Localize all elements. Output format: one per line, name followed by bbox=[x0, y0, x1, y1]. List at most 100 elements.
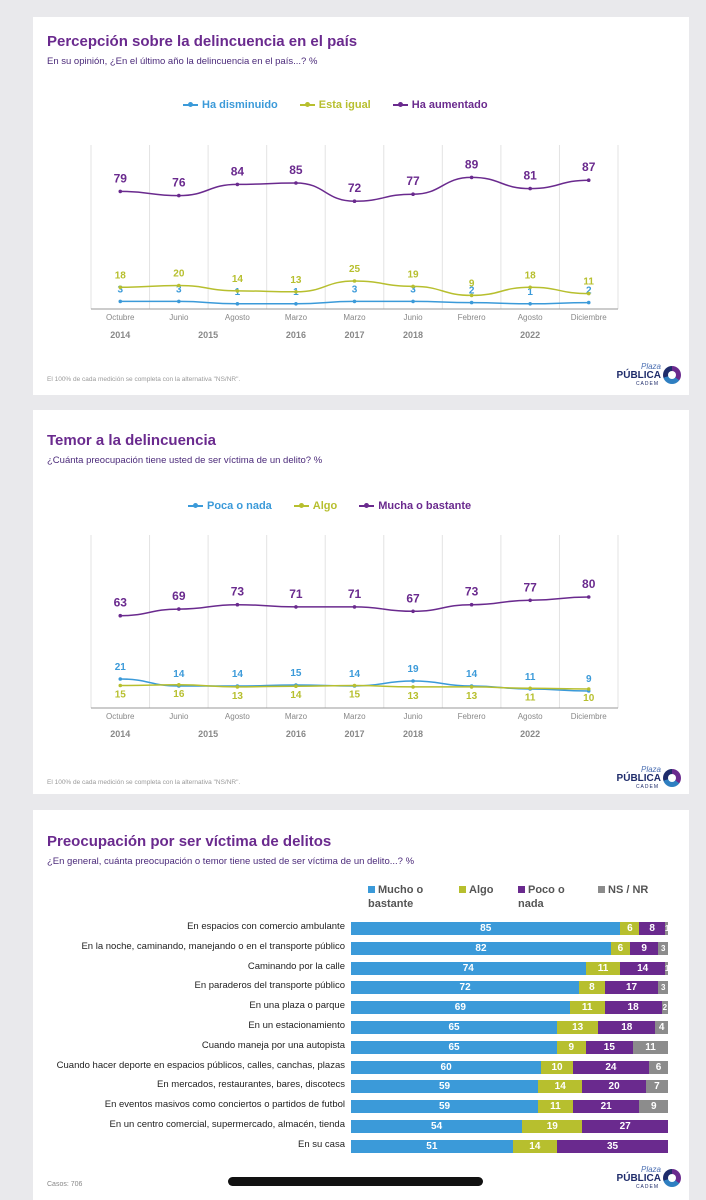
data-point bbox=[411, 679, 415, 683]
data-label: 72 bbox=[348, 181, 362, 195]
bar-segment: 9 bbox=[629, 941, 659, 955]
bar-segment: 19 bbox=[522, 1120, 583, 1133]
x-tick-label: Febrero bbox=[458, 712, 487, 721]
data-point bbox=[586, 300, 591, 305]
legend-line-icon bbox=[293, 503, 309, 508]
data-point bbox=[118, 683, 123, 688]
legend-label: Mucho o bbox=[378, 884, 424, 896]
cadem-logo-icon bbox=[663, 366, 681, 384]
data-label: 73 bbox=[465, 585, 479, 599]
legend-label: Algo bbox=[469, 884, 494, 896]
bar-segment: 72 bbox=[351, 981, 580, 995]
data-label: 69 bbox=[172, 589, 186, 603]
category-label: En eventos masivos como conciertos o par… bbox=[104, 1099, 345, 1111]
data-label: 81 bbox=[523, 169, 537, 183]
x-tick-label: Agosto bbox=[225, 712, 250, 721]
data-point bbox=[118, 677, 123, 681]
bar-segment: 11 bbox=[569, 1001, 605, 1015]
data-label: 71 bbox=[289, 587, 303, 601]
bar-segment: 1 bbox=[664, 961, 668, 975]
bar-segment: 20 bbox=[582, 1080, 646, 1094]
data-point bbox=[411, 284, 415, 289]
bar-segment: 13 bbox=[557, 1021, 599, 1034]
x-tick-label: Febrero bbox=[458, 313, 487, 322]
data-label: 13 bbox=[407, 691, 419, 702]
legend-item: Poco o nada bbox=[518, 883, 565, 911]
data-point bbox=[177, 283, 181, 288]
data-label: 87 bbox=[582, 160, 596, 174]
bar-segment: 4 bbox=[655, 1021, 668, 1034]
legend-swatch bbox=[459, 886, 466, 893]
bar-segment: 8 bbox=[579, 981, 605, 995]
data-label: 71 bbox=[348, 587, 362, 601]
data-label: 14 bbox=[173, 669, 185, 680]
chart-title: Percepción sobre la delincuencia en el p… bbox=[47, 33, 358, 50]
data-label: 3 bbox=[176, 284, 182, 295]
bar-segment: 11 bbox=[585, 961, 621, 975]
data-point bbox=[118, 299, 123, 304]
bar-segment: 7 bbox=[645, 1080, 668, 1094]
year-label: 2022 bbox=[520, 330, 540, 340]
bar-segment: 14 bbox=[620, 961, 665, 975]
category-label: En una plaza o parque bbox=[249, 1000, 345, 1012]
legend-label: Ha aumentado bbox=[411, 99, 488, 111]
legend-label: Mucha o bastante bbox=[378, 500, 472, 512]
bar-segment: 54 bbox=[351, 1120, 523, 1133]
bar-segment: 74 bbox=[351, 961, 586, 975]
bar-segment: 3 bbox=[658, 941, 668, 955]
data-label: 11 bbox=[583, 277, 594, 288]
data-label: 3 bbox=[352, 284, 358, 295]
data-point bbox=[235, 302, 240, 306]
legend-item: Algo bbox=[293, 500, 337, 512]
cadem-logo-icon bbox=[663, 1169, 681, 1187]
data-label: 14 bbox=[466, 669, 478, 680]
bar-segment: 6 bbox=[610, 941, 630, 955]
bar-segment: 8 bbox=[639, 922, 665, 935]
data-label: 18 bbox=[115, 270, 127, 281]
category-label: Caminando por la calle bbox=[247, 960, 345, 972]
data-point bbox=[177, 683, 181, 687]
category-label: En mercados, restaurantes, bares, discot… bbox=[157, 1079, 345, 1091]
x-tick-label: Agosto bbox=[225, 313, 250, 322]
bar-segment: 69 bbox=[351, 1001, 570, 1015]
panel-percepcion: Percepción sobre la delincuencia en el p… bbox=[33, 17, 689, 395]
x-tick-label: Octubre bbox=[106, 313, 135, 322]
legend-label: NS / NR bbox=[608, 884, 649, 896]
legend-label: bastante bbox=[368, 898, 414, 910]
bar-segment: 18 bbox=[598, 1021, 656, 1034]
data-point bbox=[586, 595, 591, 599]
year-label: 2022 bbox=[520, 729, 540, 739]
data-label: 14 bbox=[232, 274, 244, 285]
data-point bbox=[352, 279, 357, 283]
category-label: En un centro comercial, supermercado, al… bbox=[109, 1119, 345, 1130]
data-label: 11 bbox=[525, 692, 536, 703]
data-point bbox=[469, 685, 474, 689]
bar-segment: 15 bbox=[585, 1040, 634, 1054]
data-label: 14 bbox=[290, 690, 302, 701]
data-label: 3 bbox=[410, 284, 416, 295]
panel-preocupacion: Preocupación por ser víctima de delitos … bbox=[33, 810, 689, 1200]
legend-item: NS / NR bbox=[598, 883, 648, 897]
data-point bbox=[528, 186, 532, 191]
year-label: 2015 bbox=[198, 330, 218, 340]
data-label: 10 bbox=[583, 693, 595, 704]
bar-segment: 11 bbox=[633, 1040, 668, 1054]
x-tick-label: Junio bbox=[403, 712, 423, 721]
data-label: 11 bbox=[525, 672, 536, 683]
data-label: 73 bbox=[231, 585, 245, 599]
bar-segment: 51 bbox=[351, 1139, 513, 1153]
year-label: 2015 bbox=[198, 729, 218, 739]
data-point bbox=[469, 300, 474, 305]
data-label: 9 bbox=[586, 674, 592, 685]
data-label: 15 bbox=[115, 690, 127, 701]
data-point bbox=[352, 299, 357, 304]
data-point bbox=[177, 193, 181, 198]
x-tick-label: Octubre bbox=[106, 712, 135, 721]
data-point bbox=[528, 686, 532, 691]
chart-subtitle: ¿En general, cuánta preocupación o temor… bbox=[47, 856, 415, 867]
x-tick-label: Diciembre bbox=[571, 712, 608, 721]
bar-segment: 85 bbox=[351, 922, 621, 935]
plaza-publica-logo: Plaza PÚBLICA CADEM bbox=[617, 362, 681, 390]
panel-temor: Temor a la delincuencia ¿Cuánta preocupa… bbox=[33, 410, 689, 794]
data-point bbox=[411, 192, 415, 196]
